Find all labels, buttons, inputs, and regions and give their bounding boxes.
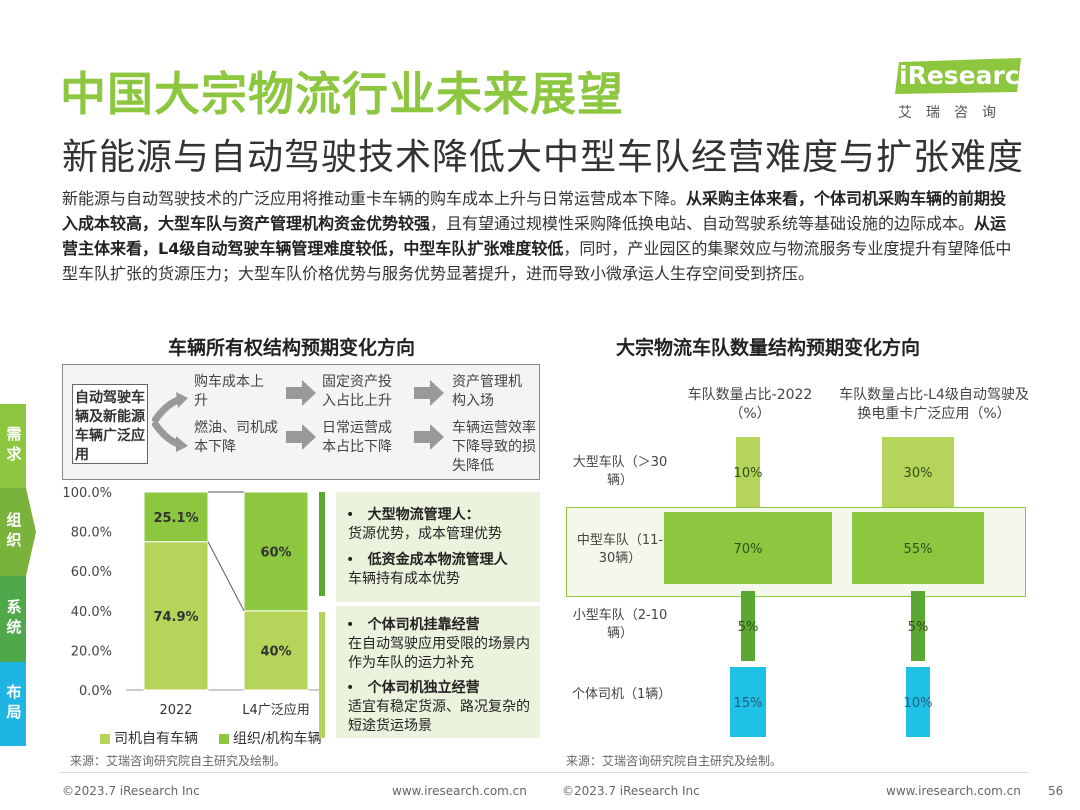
logo-text: iResearch xyxy=(899,61,1038,90)
col-header-l4: 车队数量占比-L4级自动驾驶及换电重卡广泛应用（%） xyxy=(839,387,1029,422)
y-tick-label: 0.0% xyxy=(79,684,112,699)
bar-segment xyxy=(143,491,209,543)
note-item: • 个体司机挂靠经营 xyxy=(346,617,480,633)
iresearch-logo: iResearch xyxy=(893,58,1037,94)
fleet-structure-chart: 10% 70% 5% 15% 30% 55% 5% 10% xyxy=(664,437,984,737)
left-legend: 司机自有车辆 组织/机构车辆 xyxy=(100,728,322,748)
intro-bold-2: 从运营主体来看，L4级自动驾驶车辆管理难度较低，中型车队扩张难度较低 xyxy=(62,214,1007,258)
legend-swatch-org xyxy=(218,734,229,744)
legend-label-driver: 司机自有车辆 xyxy=(114,731,198,747)
bar-value-label: 74.9% xyxy=(153,610,198,625)
note-body: 货源优势，成本管理优势 xyxy=(348,526,502,542)
x-tick-label: 2022 xyxy=(159,703,192,718)
intro-text-3: ，同时，产业园区的集聚效应与物流服务专业度提升有望降低中型车队扩张的货源压力；大… xyxy=(62,239,1012,283)
intro-paragraph: 新能源与自动驾驶技术的广泛应用将推动重卡车辆的购车成本上升与日常运营成本下降。从… xyxy=(62,186,1022,286)
side-tab-system[interactable]: 系统 xyxy=(0,576,26,662)
fleet-bar-label: 10% xyxy=(734,466,763,481)
bar-segment xyxy=(243,491,309,612)
arrow-right-icon xyxy=(286,380,316,406)
fleet-bar-label: 5% xyxy=(738,620,759,635)
fleet-bar xyxy=(736,437,760,507)
bar-value-label: 25.1% xyxy=(153,511,198,526)
y-tick-label: 60.0% xyxy=(71,565,112,580)
intro-text-1: 新能源与自动驾驶技术的广泛应用将推动重卡车辆的购车成本上升与日常运营成本下降。 xyxy=(62,189,687,208)
flow-arrows-branch xyxy=(152,392,188,452)
accent-bar-bottom xyxy=(319,612,325,738)
bar-segment xyxy=(143,541,209,691)
bar-value-label: 60% xyxy=(260,545,291,560)
note-body: 在自动驾驶应用受限的场景内作为车队的运力补充 xyxy=(348,636,530,671)
note-body: 车辆持有成本优势 xyxy=(348,571,460,587)
side-tab-org-wrap[interactable]: 组织 xyxy=(0,488,36,576)
page-title: 中国大宗物流行业未来展望 xyxy=(60,67,624,121)
footer-url-left[interactable]: www.iresearch.com.cn xyxy=(392,784,527,798)
y-tick-label: 20.0% xyxy=(71,644,112,659)
row-label-small: 小型车队（2-10辆） xyxy=(572,608,668,641)
right-panel-title: 大宗物流车队数量结构预期变化方向 xyxy=(616,337,921,359)
y-tick-label: 80.0% xyxy=(71,526,112,541)
arrow-right-icon xyxy=(414,380,444,406)
flow-r2-c3: 车辆运营效率下降导致的损失降低 xyxy=(452,420,536,474)
legend-swatch-driver xyxy=(100,734,110,744)
footer-copyright-right: ©2023.7 iResearch Inc xyxy=(562,784,700,798)
flow-title: 自动驾驶车辆及新能源车辆广泛应用 xyxy=(72,384,148,464)
row-label-individual: 个体司机（1辆） xyxy=(572,687,672,702)
notes-box-bottom: • 个体司机挂靠经营 在自动驾驶应用受限的场景内作为车队的运力补充 • 个体司机… xyxy=(336,606,540,738)
bar-segment xyxy=(243,610,309,691)
note-item: • 大型物流管理人： xyxy=(346,507,480,523)
flow-r2-c1: 燃油、司机成本下降 xyxy=(194,420,278,455)
intro-text-2: ，且有望通过规模性采购降低换电站、自动驾驶系统等基础设施的边际成本。 xyxy=(430,214,975,233)
x-tick-label: L4广泛应用 xyxy=(242,702,310,718)
accent-bar-top xyxy=(319,492,325,596)
fleet-bar-label: 70% xyxy=(734,542,763,557)
footer-url-right[interactable]: www.iresearch.com.cn xyxy=(886,784,1021,798)
fleet-bar-label: 30% xyxy=(904,466,933,481)
y-tick-label: 100.0% xyxy=(62,486,112,501)
notes-box-top: • 大型物流管理人： 货源优势，成本管理优势 • 低资金成本物流管理人 车辆持有… xyxy=(336,492,540,602)
fleet-bar xyxy=(730,667,766,737)
arrow-right-icon xyxy=(414,424,444,450)
page-number: 56 xyxy=(1048,784,1064,798)
logo-subtitle: 艾瑞咨询 xyxy=(898,105,1010,121)
row-label-large: 大型车队（＞30辆） xyxy=(572,455,668,488)
fleet-bar-label: 5% xyxy=(908,620,929,635)
side-tab-layout[interactable]: 布局 xyxy=(0,662,26,746)
fleet-bar xyxy=(911,591,925,661)
flow-r1-c1: 购车成本上升 xyxy=(194,374,264,409)
fleet-bar xyxy=(852,512,984,584)
right-source: 来源：艾瑞咨询研究院自主研究及绘制。 xyxy=(566,754,783,768)
row-label-medium: 中型车队（11-30辆） xyxy=(576,533,664,566)
footer-divider xyxy=(60,772,1028,773)
fleet-bar xyxy=(882,437,954,507)
left-source: 来源：艾瑞咨询研究院自主研究及绘制。 xyxy=(70,754,287,768)
y-tick-label: 40.0% xyxy=(71,605,112,620)
bar-value-label: 40% xyxy=(260,644,291,659)
ownership-stacked-bar-chart: 0.0% 20.0% 40.0% 60.0% 80.0% 100.0% 74.9% 25.1… xyxy=(62,486,320,718)
flow-r1-c2: 固定资产投入占比上升 xyxy=(322,374,392,409)
legend-label-org: 组织/机构车辆 xyxy=(232,731,322,747)
note-body: 适宜有稳定货源、路况复杂的短途货运场景 xyxy=(348,699,530,734)
flow-r2-c2: 日常运营成本占比下降 xyxy=(322,420,392,455)
side-tab-org: 组织 xyxy=(4,512,23,552)
side-tab-demand[interactable]: 需求 xyxy=(0,404,26,488)
note-item: • 低资金成本物流管理人 xyxy=(346,552,508,568)
fleet-bar xyxy=(741,591,755,661)
col-header-2022: 车队数量占比-2022（%） xyxy=(687,387,813,422)
page-subtitle: 新能源与自动驾驶技术降低大中型车队经营难度与扩张难度 xyxy=(62,137,1025,178)
flow-r1-c3: 资产管理机构入场 xyxy=(452,374,522,409)
fleet-bar xyxy=(906,667,930,737)
left-panel-title: 车辆所有权结构预期变化方向 xyxy=(168,337,416,359)
fleet-bar-label: 15% xyxy=(734,696,763,711)
fleet-bar xyxy=(664,512,832,584)
arrow-right-icon xyxy=(286,424,316,450)
footer-copyright-left: ©2023.7 iResearch Inc xyxy=(62,784,200,798)
connector-line xyxy=(207,541,245,612)
fleet-bar-label: 55% xyxy=(904,542,933,557)
intro-bold-1: 从采购主体来看，个体司机采购车辆的前期投入成本较高，大型车队与资产管理机构资金优… xyxy=(62,189,1007,233)
fleet-bar-label: 10% xyxy=(904,696,933,711)
note-item: • 个体司机独立经营 xyxy=(346,680,480,696)
